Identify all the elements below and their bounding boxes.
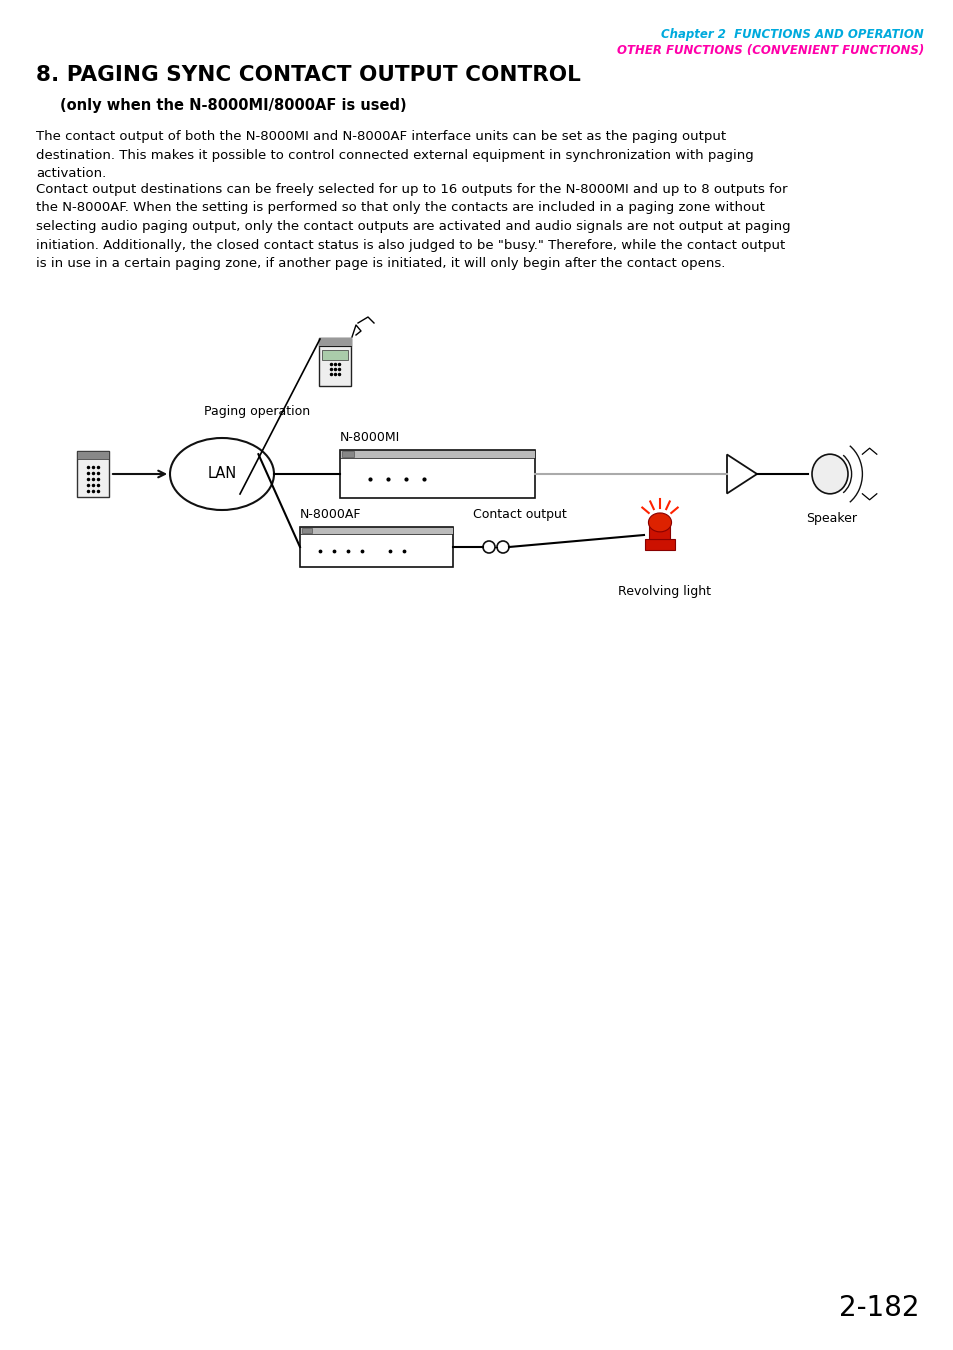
Bar <box>77 451 109 459</box>
Text: Contact output: Contact output <box>473 508 566 521</box>
Text: N-8000AF: N-8000AF <box>299 508 361 521</box>
Text: The contact output of both the N-8000MI and N-8000AF interface units can be set : The contact output of both the N-8000MI … <box>36 130 753 180</box>
Text: OTHER FUNCTIONS (CONVENIENT FUNCTIONS): OTHER FUNCTIONS (CONVENIENT FUNCTIONS) <box>616 45 923 57</box>
Text: 2-182: 2-182 <box>839 1295 919 1322</box>
Text: Contact output destinations can be freely selected for up to 16 outputs for the : Contact output destinations can be freel… <box>36 184 790 270</box>
Ellipse shape <box>482 541 495 554</box>
Bar <box>341 451 354 458</box>
Text: Chapter 2  FUNCTIONS AND OPERATION: Chapter 2 FUNCTIONS AND OPERATION <box>660 28 923 40</box>
Ellipse shape <box>497 541 509 554</box>
Ellipse shape <box>170 437 274 510</box>
Ellipse shape <box>811 454 847 494</box>
Text: 8. PAGING SYNC CONTACT OUTPUT CONTROL: 8. PAGING SYNC CONTACT OUTPUT CONTROL <box>36 65 580 85</box>
Text: N-8000MI: N-8000MI <box>339 431 400 444</box>
FancyBboxPatch shape <box>319 338 351 386</box>
Bar <box>649 522 670 539</box>
Bar <box>339 450 535 458</box>
Bar <box>321 350 348 359</box>
Text: Speaker: Speaker <box>805 512 857 525</box>
Text: Revolving light: Revolving light <box>618 585 711 598</box>
Ellipse shape <box>648 513 671 532</box>
Bar <box>339 450 535 498</box>
Text: Paging operation: Paging operation <box>204 405 310 418</box>
Text: (only when the N-8000MI/8000AF is used): (only when the N-8000MI/8000AF is used) <box>60 99 406 113</box>
Bar <box>77 451 109 497</box>
Bar <box>302 528 312 533</box>
Bar <box>644 539 674 549</box>
Text: LAN: LAN <box>207 467 236 482</box>
Bar <box>299 526 453 535</box>
Bar <box>299 526 453 567</box>
